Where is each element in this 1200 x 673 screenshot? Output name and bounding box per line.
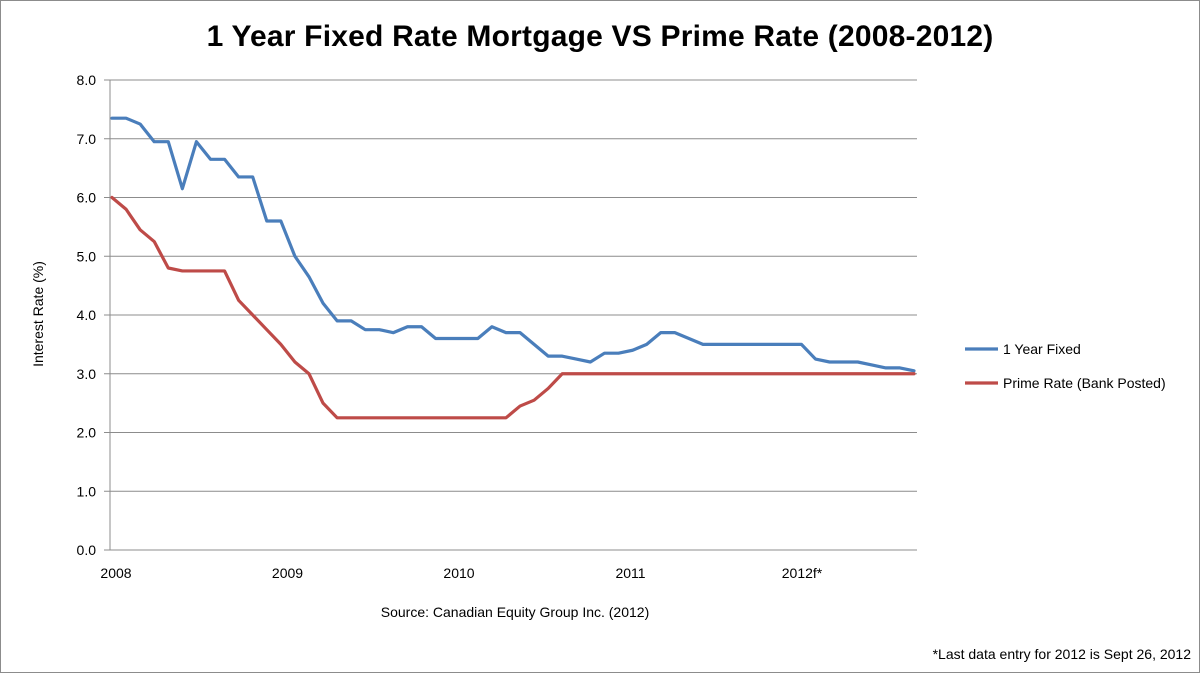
legend-label: 1 Year Fixed	[1003, 341, 1081, 357]
y-tick-label: 6.0	[77, 190, 97, 206]
x-tick-label: 2012f*	[782, 565, 823, 581]
x-tick-label: 2010	[443, 565, 474, 581]
x-tick-label: 2008	[100, 565, 131, 581]
y-tick-label: 1.0	[77, 483, 97, 499]
legend-label: Prime Rate (Bank Posted)	[1003, 375, 1166, 391]
y-tick-label: 4.0	[77, 307, 97, 323]
y-tick-label: 0.0	[77, 542, 97, 558]
x-tick-label: 2011	[615, 565, 645, 581]
y-tick-label: 7.0	[77, 131, 97, 147]
footnote: *Last data entry for 2012 is Sept 26, 20…	[932, 646, 1191, 662]
source-note: Source: Canadian Equity Group Inc. (2012…	[380, 604, 650, 620]
y-tick-label: 8.0	[77, 72, 97, 88]
series-line-prime-rate	[110, 195, 916, 420]
chart-title: 1 Year Fixed Rate Mortgage VS Prime Rate…	[206, 20, 994, 53]
y-tick-label: 2.0	[77, 425, 97, 441]
y-tick-label: 5.0	[77, 248, 97, 264]
series-line-one-year-fixed	[110, 116, 916, 373]
x-tick-label: 2009	[272, 565, 303, 581]
y-tick-label: 3.0	[77, 366, 97, 382]
